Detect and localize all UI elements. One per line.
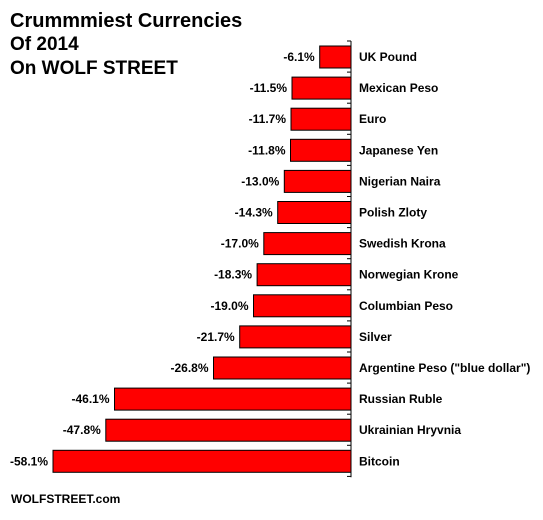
bar bbox=[319, 45, 352, 69]
title-line-1: Crummmiest Currencies bbox=[10, 10, 243, 32]
value-label: -11.5% bbox=[250, 81, 288, 95]
bar bbox=[277, 201, 352, 224]
category-label: Bitcoin bbox=[359, 454, 400, 468]
bar bbox=[105, 418, 352, 442]
category-label: Polish Zloty bbox=[359, 206, 427, 220]
bar bbox=[52, 449, 352, 473]
bar bbox=[253, 294, 352, 318]
value-label: -11.8% bbox=[248, 143, 286, 157]
value-label: -47.8% bbox=[63, 423, 101, 437]
category-label: Silver bbox=[359, 330, 392, 344]
bar bbox=[283, 169, 352, 193]
bar bbox=[291, 76, 352, 100]
bar bbox=[213, 356, 352, 380]
bar bbox=[263, 232, 352, 256]
title-line-3: On WOLF STREET bbox=[10, 58, 178, 79]
value-label: -13.0% bbox=[241, 174, 279, 188]
bar bbox=[239, 325, 352, 349]
value-label: -14.3% bbox=[235, 206, 273, 220]
category-label: Nigerian Naira bbox=[359, 174, 441, 188]
value-label: -17.0% bbox=[221, 237, 259, 251]
title-line-2: Of 2014 bbox=[10, 34, 79, 55]
value-label: -58.1% bbox=[10, 454, 48, 468]
category-label: Columbian Peso bbox=[359, 299, 453, 313]
category-label: Argentine Peso ("blue dollar") bbox=[359, 361, 530, 375]
value-label: -18.3% bbox=[214, 268, 252, 282]
bar bbox=[290, 138, 352, 162]
bar bbox=[290, 107, 352, 131]
bar bbox=[256, 263, 352, 287]
value-label: -46.1% bbox=[71, 392, 109, 406]
value-label: -26.8% bbox=[170, 361, 208, 375]
category-label: UK Pound bbox=[359, 50, 417, 64]
source-footer: WOLFSTREET.com bbox=[11, 492, 121, 506]
value-label: -6.1% bbox=[283, 50, 315, 64]
value-label: -11.7% bbox=[249, 112, 287, 126]
category-label: Japanese Yen bbox=[359, 143, 438, 157]
category-label: Euro bbox=[359, 112, 386, 126]
category-label: Ukrainian Hryvnia bbox=[359, 423, 461, 437]
value-label: -19.0% bbox=[210, 299, 248, 313]
category-label: Russian Ruble bbox=[359, 392, 443, 406]
value-label: -21.7% bbox=[197, 330, 235, 344]
chart-title: Crummmiest Currencies Of 2014 On WOLF ST… bbox=[10, 9, 242, 81]
category-label: Swedish Krona bbox=[359, 237, 446, 251]
bar bbox=[114, 387, 352, 411]
category-label: Norwegian Krone bbox=[359, 268, 459, 282]
category-label: Mexican Peso bbox=[359, 81, 438, 95]
